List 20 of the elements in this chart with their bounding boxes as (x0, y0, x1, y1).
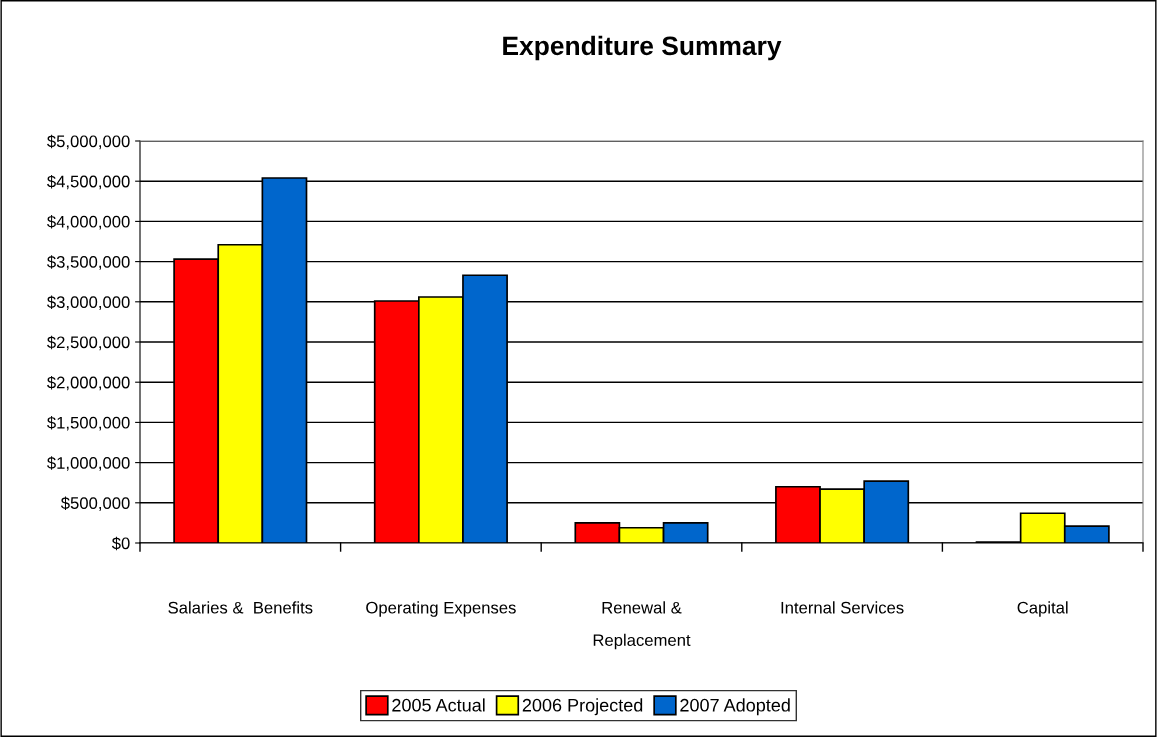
y-tick-label: $5,000,000 (47, 134, 130, 150)
legend-label: 2007 Adopted (680, 698, 790, 716)
legend-label: 2005 Actual (392, 698, 485, 712)
y-tick-label: $4,500,000 (47, 174, 130, 190)
x-tick-label: Operating Expenses (366, 601, 516, 617)
y-tick-label: $0 (111, 536, 130, 551)
category-label: Renewal & Replacement (593, 601, 691, 650)
chart-title: Expenditure Summary (503, 35, 782, 61)
y-tick-label: $1,500,000 (47, 416, 130, 431)
legend-label: 2006 Projected (522, 698, 643, 716)
y-tick-label: $2,500,000 (47, 335, 130, 351)
y-tick-label: $1,000,000 (47, 456, 130, 471)
x-tick-label: Capital (1017, 601, 1068, 617)
x-tick-label: Internal Services (781, 601, 904, 614)
y-tick-label: $2,000,000 (47, 375, 130, 391)
y-tick-label: $3,000,000 (47, 295, 130, 310)
y-tick-label: $4,000,000 (47, 215, 130, 230)
y-tick-label: $3,500,000 (47, 255, 130, 270)
x-tick-label: Salaries & Benefits (168, 601, 313, 614)
y-tick-label: $500,000 (60, 496, 130, 511)
